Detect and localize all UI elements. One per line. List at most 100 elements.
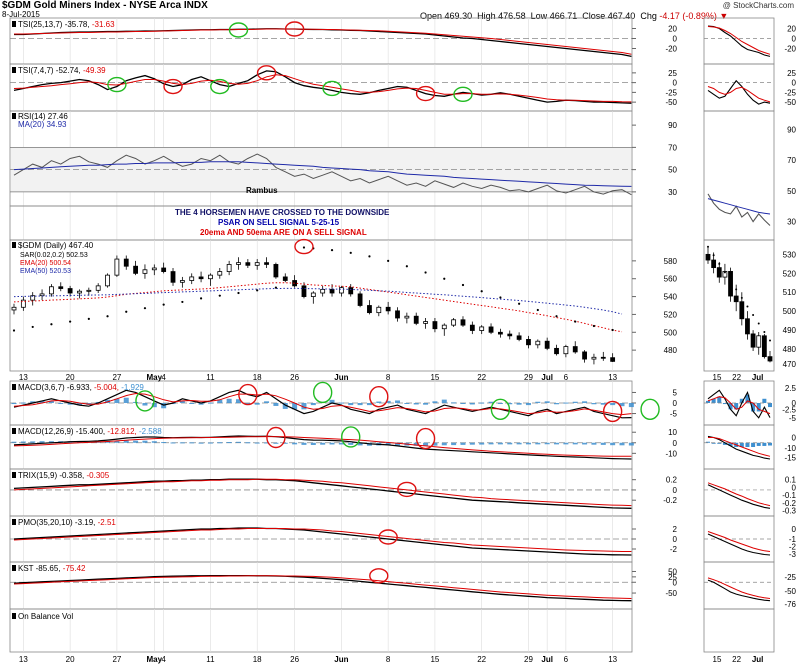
inset-line: [707, 389, 771, 419]
candle-up: [39, 293, 45, 297]
macd-hist-bar: [554, 442, 560, 445]
candle-down: [348, 287, 354, 295]
red-circle-marker: [397, 481, 417, 498]
y-tick-label: 500: [664, 328, 678, 337]
macd-hist-bar: [610, 442, 616, 446]
signal-line: [13, 528, 632, 552]
inset-candle: [767, 356, 773, 362]
legend-item: -6.933,: [65, 383, 92, 392]
panel-legend: RSI(14) 27.46: [18, 112, 68, 121]
macd-hist-bar: [264, 442, 270, 444]
annotation-line-3: 20ema AND 50ema ARE ON A SELL SIGNAL: [200, 228, 367, 237]
y-tick-label: 70: [668, 143, 677, 152]
inset-y-tick: 510: [783, 288, 797, 297]
inset-hist-bar: [739, 398, 744, 403]
inset-y-tick: -1: [789, 535, 797, 544]
inset-signal-line: [707, 86, 771, 103]
legend-item: PMO(35,20,10): [18, 518, 73, 527]
x-tick-label: 29: [524, 373, 533, 382]
panel-legend: KST -85.65, -75.42: [18, 564, 86, 573]
macd-line: [13, 389, 632, 419]
inset-hist-bar: [728, 442, 733, 446]
macd-hist-bar: [245, 442, 251, 444]
inset-y-tick: -0.3: [782, 506, 796, 515]
macd-hist-bar: [123, 397, 129, 403]
macd-hist-bar: [114, 440, 120, 443]
macd-hist-bar: [338, 442, 344, 445]
sar-dot: [536, 308, 539, 312]
red-circle-marker: [602, 400, 623, 423]
candle-down: [516, 335, 522, 340]
y-tick-label: 0: [673, 578, 678, 587]
legend-item: -49.39: [81, 66, 106, 75]
sar-dot: [387, 259, 390, 262]
macd-hist-bar: [39, 441, 45, 443]
macd-hist-bar: [310, 403, 316, 406]
candle-down: [282, 276, 288, 281]
inset-hist-bar: [717, 442, 722, 444]
y-tick-label: -50: [665, 98, 677, 107]
macd-hist-bar: [469, 403, 475, 405]
panel-legend: TRIX(15,9) -0.358, -0.305: [18, 471, 110, 480]
y-tick-label: 90: [668, 121, 677, 130]
close-value: 467.40: [607, 11, 636, 21]
candle-up: [451, 319, 457, 326]
inset-frame-price: [703, 239, 775, 372]
red-circle-marker: [369, 385, 389, 408]
inset-y-tick: 25: [787, 69, 796, 78]
sar-dot: [611, 328, 614, 332]
candle-down: [469, 324, 475, 331]
inset-y-tick: -50: [784, 98, 796, 107]
candle-up: [591, 356, 597, 360]
chart-date: 8-Jul-2015: [2, 10, 40, 19]
macd-hist-bar: [516, 442, 522, 445]
macd-hist-bar: [600, 403, 606, 405]
inset-line: [707, 25, 771, 57]
inset-hist-bar: [762, 442, 767, 446]
inset-x-tick-label: 15: [713, 373, 722, 382]
candle-down: [357, 293, 363, 306]
x-tick-label: 11: [206, 655, 215, 664]
macd-hist-bar: [329, 442, 335, 445]
legend-item: TSI(7,4,7): [18, 66, 54, 75]
candle-up: [320, 289, 326, 294]
sar-dot: [368, 255, 371, 258]
macd-hist-bar: [20, 402, 26, 404]
candle-down: [198, 276, 204, 280]
candle-down: [385, 306, 391, 312]
inset-y-tick: -3: [789, 550, 797, 559]
red-circle-marker: [369, 568, 389, 584]
macd-hist-bar: [572, 401, 578, 403]
inset-hist-bar: [734, 403, 739, 410]
green-circle-marker: [228, 22, 249, 38]
green-circle-marker: [341, 426, 361, 448]
inset-signal-line: [707, 482, 771, 507]
macd-hist-bar: [264, 401, 270, 403]
inset-hist-bar: [711, 398, 716, 403]
macd-hist-bar: [516, 403, 522, 405]
sar-dot: [181, 300, 184, 304]
sar-dot: [349, 251, 352, 254]
inset-y-tick: -25: [784, 573, 796, 582]
inset-y-tick: 500: [783, 307, 797, 316]
green-circle-marker: [453, 86, 473, 103]
candle-down: [133, 265, 139, 274]
sar-dot: [574, 320, 577, 323]
inset-frame-macd2: [703, 424, 775, 470]
sar-dot: [555, 315, 558, 318]
macd-hist-bar: [507, 442, 513, 445]
macd-hist-bar: [310, 442, 316, 445]
y-tick-label: 0: [673, 535, 678, 544]
x-tick-label: 15: [430, 655, 439, 664]
y-tick-label: 0.2: [666, 476, 678, 485]
legend-ma20: MA(20) 34.93: [18, 120, 67, 129]
inset-candle: [761, 335, 767, 358]
red-circle-marker: [294, 238, 314, 255]
inset-y-tick: -50: [784, 587, 796, 596]
inset-sar-dot: [763, 331, 766, 334]
macd-hist-bar: [207, 402, 213, 404]
sar-dot: [143, 307, 147, 310]
inset-hist-bar: [722, 403, 727, 405]
macd-hist-bar: [76, 403, 82, 406]
inset-signal-line: [707, 198, 771, 215]
